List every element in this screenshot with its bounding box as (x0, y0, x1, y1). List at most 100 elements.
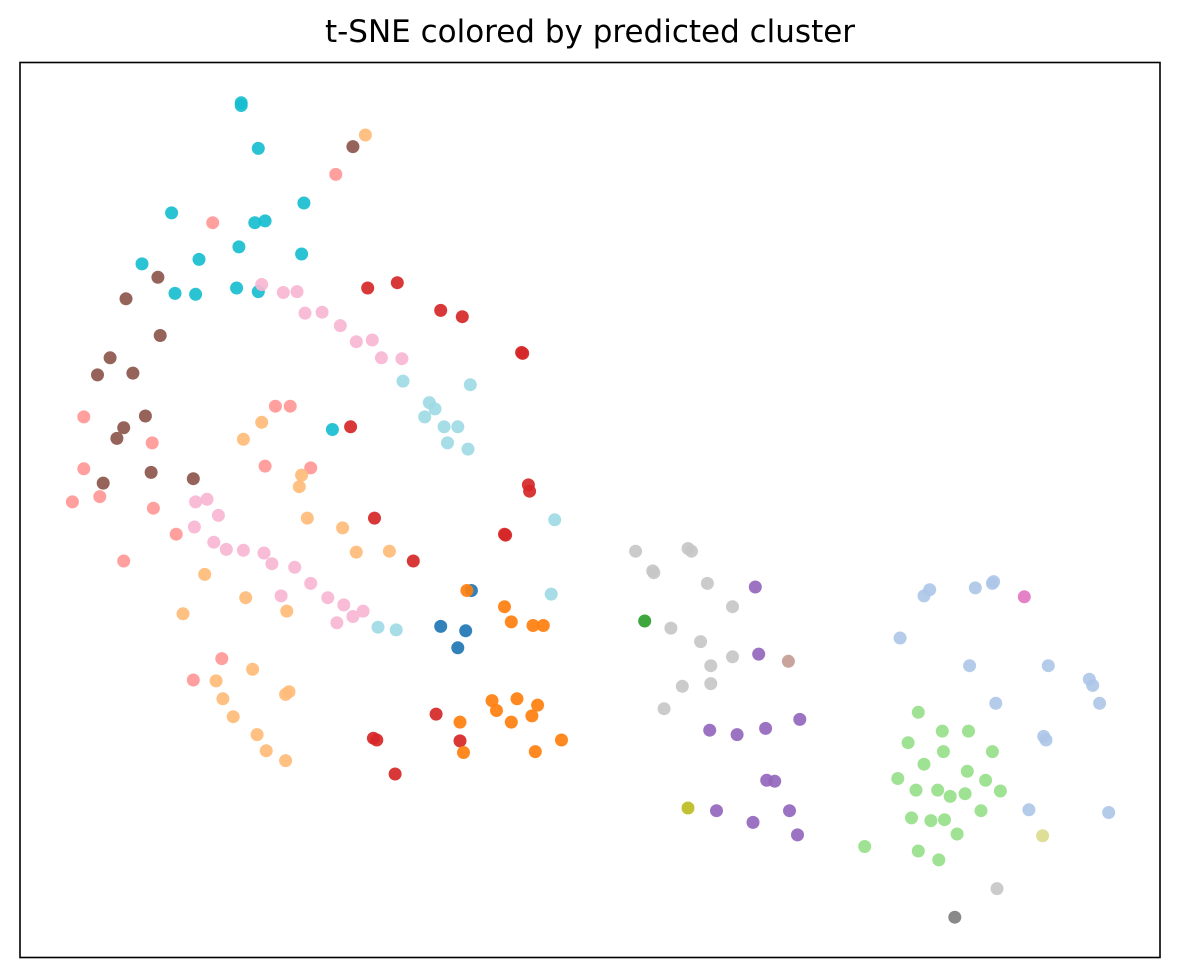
data-point (276, 286, 290, 299)
data-point (1093, 696, 1107, 710)
data-point (485, 694, 499, 708)
data-point (251, 141, 265, 155)
data-point (268, 399, 282, 413)
data-point (77, 410, 91, 424)
cluster-series (65, 167, 343, 687)
data-point (388, 767, 402, 781)
data-point (207, 535, 221, 549)
data-point (901, 736, 915, 750)
data-point (943, 789, 957, 803)
data-point (93, 490, 107, 504)
data-point (290, 285, 304, 299)
data-point (544, 587, 558, 601)
data-point (280, 604, 294, 618)
data-point (144, 465, 158, 479)
data-point (555, 733, 568, 747)
cluster-series (135, 96, 339, 436)
data-point (726, 600, 739, 614)
data-point (791, 828, 804, 842)
data-point (858, 840, 872, 853)
data-point (1017, 590, 1031, 604)
data-point (963, 659, 977, 673)
data-point (948, 910, 962, 924)
data-point (990, 882, 1004, 896)
data-point (258, 459, 272, 473)
data-point (315, 305, 329, 319)
data-point (371, 620, 385, 634)
data-point (498, 600, 511, 614)
data-point (950, 827, 964, 841)
data-point (434, 619, 448, 633)
data-point (153, 329, 167, 342)
data-point (453, 715, 467, 729)
data-point (441, 436, 454, 450)
cluster-series (1017, 590, 1031, 604)
data-point (490, 704, 503, 717)
data-point (958, 787, 972, 801)
data-point (893, 631, 907, 645)
data-point (211, 508, 225, 522)
data-point (250, 728, 264, 742)
data-point (455, 310, 469, 324)
data-point (1041, 659, 1055, 673)
data-point (390, 276, 404, 290)
data-point (96, 476, 110, 490)
data-point (768, 774, 782, 788)
data-point (298, 306, 312, 320)
data-point (730, 728, 744, 742)
data-point (1086, 678, 1100, 692)
data-point (979, 773, 993, 787)
cluster-series (893, 575, 1116, 819)
data-point (917, 757, 931, 771)
data-point (304, 576, 318, 590)
data-point (295, 247, 309, 261)
data-point (337, 598, 351, 612)
data-point (138, 409, 152, 423)
data-point (974, 804, 988, 818)
data-point (960, 764, 974, 778)
data-point (200, 492, 214, 506)
data-point (186, 673, 200, 687)
data-point (274, 589, 288, 603)
cluster-series (948, 910, 962, 924)
data-point (258, 214, 272, 228)
data-point (523, 484, 537, 498)
data-point (176, 607, 190, 621)
data-point (911, 705, 925, 719)
data-point (459, 624, 473, 638)
data-point (968, 581, 982, 595)
data-point (65, 495, 79, 509)
cluster-series (629, 542, 1004, 896)
data-point (135, 257, 149, 271)
data-point (704, 677, 718, 691)
data-point (700, 576, 714, 590)
data-point (936, 745, 950, 759)
cluster-series (781, 654, 795, 668)
data-point (349, 335, 363, 349)
data-point (333, 319, 347, 333)
data-point (526, 619, 540, 632)
data-point (358, 128, 372, 142)
chart-title: t-SNE colored by predicted cluster (324, 14, 856, 50)
cluster-series (187, 278, 409, 630)
data-point (330, 616, 344, 630)
data-point (234, 96, 248, 110)
data-point (528, 745, 542, 759)
data-point (230, 281, 244, 295)
data-point (206, 216, 220, 230)
data-point (216, 692, 230, 706)
data-point (759, 721, 773, 735)
data-point (119, 292, 133, 306)
data-point (389, 623, 403, 637)
data-point (365, 333, 379, 347)
data-point (1022, 803, 1036, 817)
data-point (460, 584, 474, 597)
data-point (536, 619, 550, 632)
data-point (248, 216, 262, 230)
data-point (232, 240, 246, 254)
data-point (255, 415, 269, 429)
cluster-series (371, 374, 562, 637)
cluster-series (344, 276, 537, 781)
data-point (909, 783, 923, 797)
data-point (504, 715, 518, 729)
